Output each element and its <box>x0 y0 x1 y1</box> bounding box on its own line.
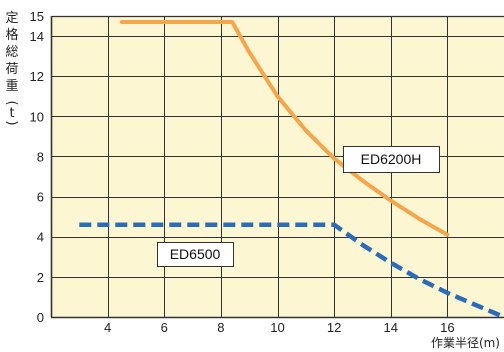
x-axis-label-group: 作業半径(m) <box>431 336 500 350</box>
series-line-ed6500 <box>79 222 504 320</box>
x-tick-label: 6 <box>161 320 168 335</box>
x-tick-label: 8 <box>217 320 224 335</box>
y-tick-label: 10 <box>30 109 44 124</box>
y-axis-label-char: 重 <box>5 78 18 94</box>
series-label-box <box>343 146 440 173</box>
x-tick-label: 14 <box>384 320 398 335</box>
y-tick-labels: 0 2 4 6 8 10 12 14 15 <box>30 9 44 325</box>
y-axis-label-char: 総 <box>5 45 18 60</box>
series-label: ED6200H <box>361 151 422 167</box>
y-axis-label-char: 荷 <box>5 62 18 77</box>
y-tick-label: 0 <box>37 310 44 325</box>
y-tick-label: 14 <box>30 29 44 44</box>
series-layer <box>79 20 504 320</box>
x-tick-label: 4 <box>104 320 111 335</box>
y-tick-label: 12 <box>30 69 44 84</box>
x-tick-label: 10 <box>270 320 284 335</box>
x-tick-labels: 4 6 8 10 12 14 16 <box>104 320 455 335</box>
y-axis-label-char: 格 <box>5 27 18 43</box>
series-label-box <box>157 242 234 267</box>
y-axis-label-char: ) <box>4 120 19 125</box>
y-tick-label: 2 <box>37 270 44 285</box>
x-tick-label: 16 <box>440 320 454 335</box>
series-labels: ED6200H ED6500 <box>157 146 440 267</box>
y-axis-label-char: 定 <box>5 11 18 26</box>
y-tick-label: 4 <box>37 230 44 245</box>
y-tick-label: 6 <box>37 190 44 205</box>
y-axis-label-char: ( <box>4 100 19 105</box>
series-label: ED6500 <box>170 246 221 262</box>
y-tick-label: 15 <box>30 9 44 24</box>
y-tick-label: 8 <box>37 149 44 164</box>
series-line-ed6200h <box>119 20 450 237</box>
grid <box>50 15 504 319</box>
y-axis-label-char: t <box>9 106 14 121</box>
x-tick-label: 12 <box>327 320 341 335</box>
x-axis-label: 作業半径(m) <box>431 336 500 350</box>
